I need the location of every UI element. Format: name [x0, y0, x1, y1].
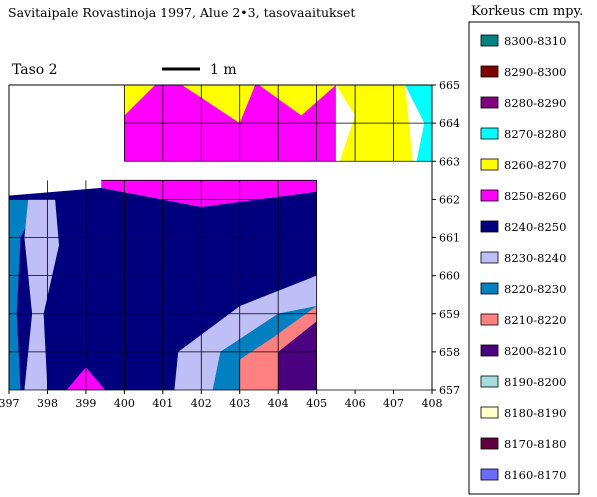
contour-region-8260-8270: [124, 85, 156, 116]
legend-swatch: [480, 375, 499, 388]
contour-region-8200-8210: [278, 321, 317, 390]
x-tick-label: 402: [191, 397, 212, 410]
legend-label: 8210-8220: [504, 313, 566, 327]
legend-label: 8290-8300: [504, 65, 566, 79]
legend-swatch: [480, 344, 499, 357]
x-tick-label: 400: [114, 397, 135, 410]
y-tick-label: 662: [439, 193, 460, 206]
legend-label: 8160-8170: [504, 468, 566, 482]
legend-swatch: [480, 313, 499, 326]
x-tick-label: 408: [422, 397, 443, 410]
contour-region-8260-8270: [182, 85, 256, 124]
contour-region-8230-8240: [24, 199, 59, 390]
legend-swatch: [480, 282, 499, 295]
plot-area: [8, 84, 433, 391]
chart-subtitle: Taso 2: [12, 62, 58, 78]
legend-label: 8190-8200: [504, 375, 566, 389]
legend-swatch: [480, 468, 499, 481]
scale-bar-label: 1 m: [210, 62, 237, 78]
x-tick-label: 403: [229, 397, 250, 410]
chart-title: Savitaipale Rovastinoja 1997, Alue 2•3, …: [8, 5, 355, 20]
legend-title: Korkeus cm mpy.: [471, 4, 583, 19]
legend-swatch: [480, 96, 499, 109]
contour-region-8220-8230: [9, 199, 40, 390]
x-tick-label: 397: [0, 397, 20, 410]
legend-swatch: [480, 189, 499, 202]
x-tick-label: 407: [383, 397, 404, 410]
x-tick-label: 405: [306, 397, 327, 410]
legend-label: 8180-8190: [504, 406, 566, 420]
x-tick-label: 398: [37, 397, 58, 410]
y-tick-label: 659: [439, 308, 460, 321]
y-tick-label: 661: [439, 232, 460, 245]
legend-label: 8260-8270: [504, 158, 566, 172]
legend-label: 8170-8180: [504, 437, 566, 451]
x-tick-label: 404: [268, 397, 289, 410]
y-tick-label: 664: [439, 117, 460, 130]
y-tick-label: 657: [439, 384, 460, 397]
y-axis: 665 664 663 662 661 660 659 658 657: [432, 79, 460, 397]
legend-label: 8230-8240: [504, 251, 566, 265]
x-tick-label: 399: [75, 397, 96, 410]
legend-label: 8240-8250: [504, 220, 566, 234]
legend-label: 8200-8210: [504, 344, 566, 358]
legend-label: 8220-8230: [504, 282, 566, 296]
legend-label: 8300-8310: [504, 34, 566, 48]
legend-swatch: [480, 127, 499, 140]
legend-swatch: [480, 65, 499, 78]
y-tick-label: 660: [439, 270, 460, 283]
legend: Korkeus cm mpy. 8300-8310 8290-8300 8280-8…: [468, 4, 583, 495]
grid-lines: [8, 84, 433, 391]
legend-label: 8280-8290: [504, 96, 566, 110]
x-tick-label: 406: [345, 397, 366, 410]
legend-swatch: [480, 251, 499, 264]
y-tick-label: 663: [439, 155, 460, 168]
legend-swatch: [480, 406, 499, 419]
legend-swatch: [480, 34, 499, 47]
legend-items: 8300-8310 8290-8300 8280-8290 8270-8280 8260…: [480, 34, 566, 482]
contour-region-8230-8240: [174, 275, 317, 390]
x-tick-label: 401: [152, 397, 173, 410]
legend-swatch: [480, 220, 499, 233]
legend-label: 8270-8280: [504, 127, 566, 141]
x-axis: 397 398 399 400 401 402 403 404 405 406 407 408: [0, 390, 443, 410]
contour-region-8270-8280: [405, 85, 432, 162]
contour-region-8250-8260: [101, 180, 317, 207]
y-tick-label: 658: [439, 346, 460, 359]
legend-swatch: [480, 437, 499, 450]
y-tick-label: 665: [439, 79, 460, 92]
legend-swatch: [480, 158, 499, 171]
legend-label: 8250-8260: [504, 189, 566, 203]
